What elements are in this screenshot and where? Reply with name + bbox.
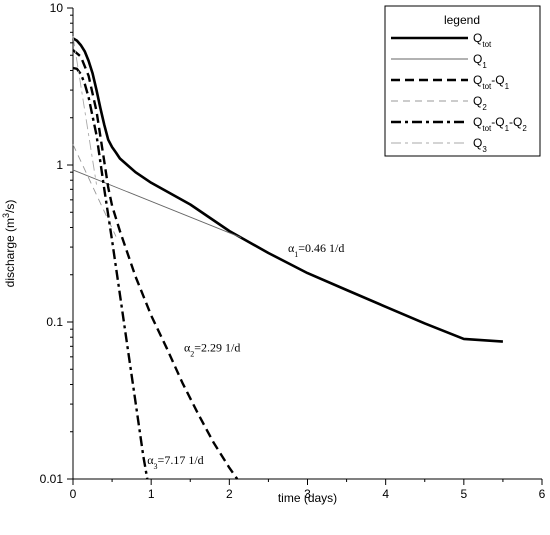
x-tick-label: 5 (460, 487, 467, 501)
x-tick-label: 4 (382, 487, 389, 501)
legend-label: Qtot-Q1-Q2 (473, 115, 527, 133)
series-q1 (72, 169, 242, 239)
x-axis-title: time (days) (278, 491, 337, 505)
series-qtot (72, 37, 503, 343)
legend-title: legend (444, 13, 480, 27)
y-tick-label: 0.01 (40, 472, 64, 486)
y-tick-label: 10 (50, 1, 64, 15)
series-qtot-q1 (72, 49, 239, 480)
annotation-layer: α1=0.46 1/d α2=2.29 1/d α3=7.17 1/d (147, 241, 344, 470)
legend-label: Qtot-Q1 (473, 73, 510, 91)
y-tick-label: 0.1 (46, 315, 63, 329)
series-q3 (72, 36, 97, 185)
legend-entries: Qtot Q1 Qtot-Q1 Q2 Qtot-Q1-Q2 Q3 (391, 31, 527, 154)
x-tick-label: 6 (539, 487, 546, 501)
x-tick-label: 2 (226, 487, 233, 501)
series-q2 (72, 144, 117, 237)
axes: 0 1 2 3 4 5 6 0.01 0.1 1 10 time (days) discharge (m… (1, 1, 546, 505)
legend: legend Qtot Q1 Qtot-Q1 Q2 Qtot-Q1-Q2 Q3 (384, 5, 541, 157)
y-tick-label: 1 (56, 158, 63, 172)
series-layer (72, 36, 503, 480)
x-tick-label: 1 (148, 487, 155, 501)
x-tick-label: 0 (70, 487, 77, 501)
legend-label: Qtot (473, 31, 492, 49)
rate-annotation-1: α1=0.46 1/d (288, 241, 344, 259)
rate-annotation-2: α2=2.29 1/d (184, 340, 240, 358)
legend-label: Q3 (473, 136, 487, 154)
y-axis-title: discharge (m3/s) (1, 200, 17, 288)
legend-label: Q1 (473, 52, 487, 70)
x-tick-label: 3 (304, 487, 311, 501)
rate-annotation-3: α3=7.17 1/d (147, 453, 203, 471)
series-qtot-q1-q2 (72, 66, 149, 480)
legend-label: Q2 (473, 94, 487, 112)
